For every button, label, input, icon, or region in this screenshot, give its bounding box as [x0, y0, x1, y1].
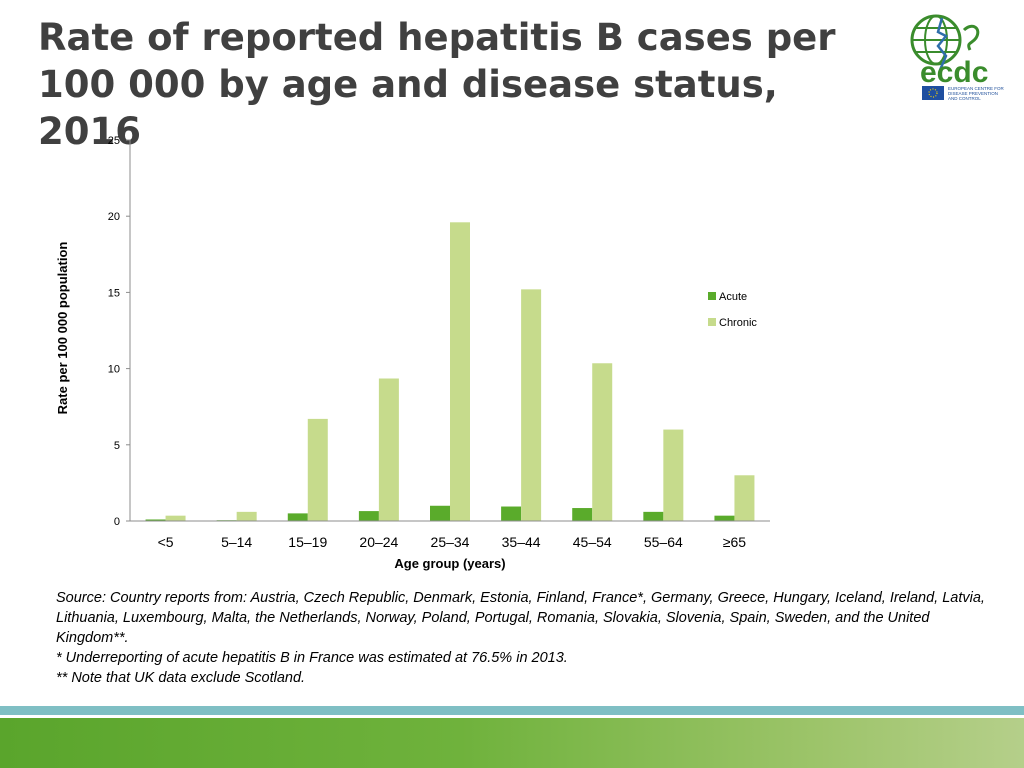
footnote-uk: ** Note that UK data exclude Scotland.: [56, 670, 306, 686]
eu-flag-icon: [922, 86, 944, 100]
bar-acute: [643, 511, 664, 521]
y-axis-title: Rate per 100 000 population: [55, 242, 70, 415]
source-note: Source: Country reports from: Austria, C…: [56, 590, 985, 646]
x-tick-label: 15–19: [288, 534, 327, 550]
legend-label-acute: Acute: [719, 291, 747, 303]
slide-title: Rate of reported hepatitis B cases per 1…: [38, 14, 878, 155]
x-axis-ticks: <5 5–14 15–19 20–24 25–34 35–44 45–54 55–64 ≥65: [158, 534, 747, 550]
bar-chronic: [378, 378, 399, 521]
bar-acute: [287, 513, 308, 521]
source-notes: Source: Country reports from: Austria, C…: [56, 588, 1006, 688]
footer-gap: [0, 715, 1024, 718]
x-tick-label: 35–44: [502, 534, 541, 550]
x-tick-label: 20–24: [359, 534, 398, 550]
bar-chronic: [165, 515, 186, 521]
footer-band: [0, 718, 1024, 768]
footer-stripe: [0, 706, 1024, 715]
footnote-france: * Underreporting of acute hepatitis B in…: [56, 650, 568, 666]
bar-acute: [145, 519, 166, 521]
x-tick-label: ≥65: [723, 534, 746, 550]
bar-chronic: [734, 475, 755, 521]
bar-chronic: [592, 363, 613, 521]
y-tick-label: 15: [108, 287, 120, 299]
bar-acute: [714, 515, 735, 521]
globe-with-serpent-icon: [910, 14, 980, 71]
bar-chronic: [236, 511, 257, 521]
bars: [145, 222, 755, 522]
x-tick-label: <5: [158, 534, 174, 550]
y-axis-ticks: 0 5 10 15 20 25: [108, 135, 130, 528]
legend: Acute Chronic: [708, 291, 757, 329]
logo-caption-line-2: DISEASE PREVENTION: [948, 91, 998, 96]
legend-swatch-chronic: [708, 318, 716, 326]
y-tick-label: 25: [108, 135, 120, 147]
x-tick-label: 5–14: [221, 534, 252, 550]
y-tick-label: 20: [108, 211, 120, 223]
bar-acute: [501, 506, 522, 521]
slide-title-line-1: Rate of reported hepatitis B cases per: [38, 16, 836, 59]
y-tick-label: 0: [114, 516, 120, 528]
logo-caption-line-1: EUROPEAN CENTRE FOR: [948, 86, 1005, 91]
legend-swatch-acute: [708, 292, 716, 300]
logo-wordmark: ecdc: [920, 56, 988, 89]
bar-acute: [572, 508, 593, 521]
y-tick-label: 10: [108, 364, 120, 376]
slide-title-line-2: 100 000 by age and disease status, 2016: [38, 63, 778, 153]
bar-chronic: [663, 429, 684, 521]
x-tick-label: 25–34: [431, 534, 470, 550]
logo-caption-line-3: AND CONTROL: [948, 96, 981, 101]
x-axis-title: Age group (years): [394, 556, 505, 571]
x-tick-label: 55–64: [644, 534, 683, 550]
ecdc-logo: ecdc EUROPEAN CENTRE FOR DISEASE PREVENT…: [902, 12, 1006, 102]
legend-label-chronic: Chronic: [719, 317, 757, 329]
bar-chronic: [450, 222, 470, 521]
bar-acute: [358, 511, 379, 521]
bar-chronic: [307, 418, 328, 521]
y-tick-label: 5: [114, 440, 120, 452]
x-tick-label: 45–54: [573, 534, 612, 550]
bar-chart: 0 5 10 15 20 25 <5 5–14 15–19 20–24 25–34 35–44 45–…: [55, 135, 770, 571]
bar-acute: [430, 505, 450, 521]
bar-chronic: [521, 289, 542, 521]
